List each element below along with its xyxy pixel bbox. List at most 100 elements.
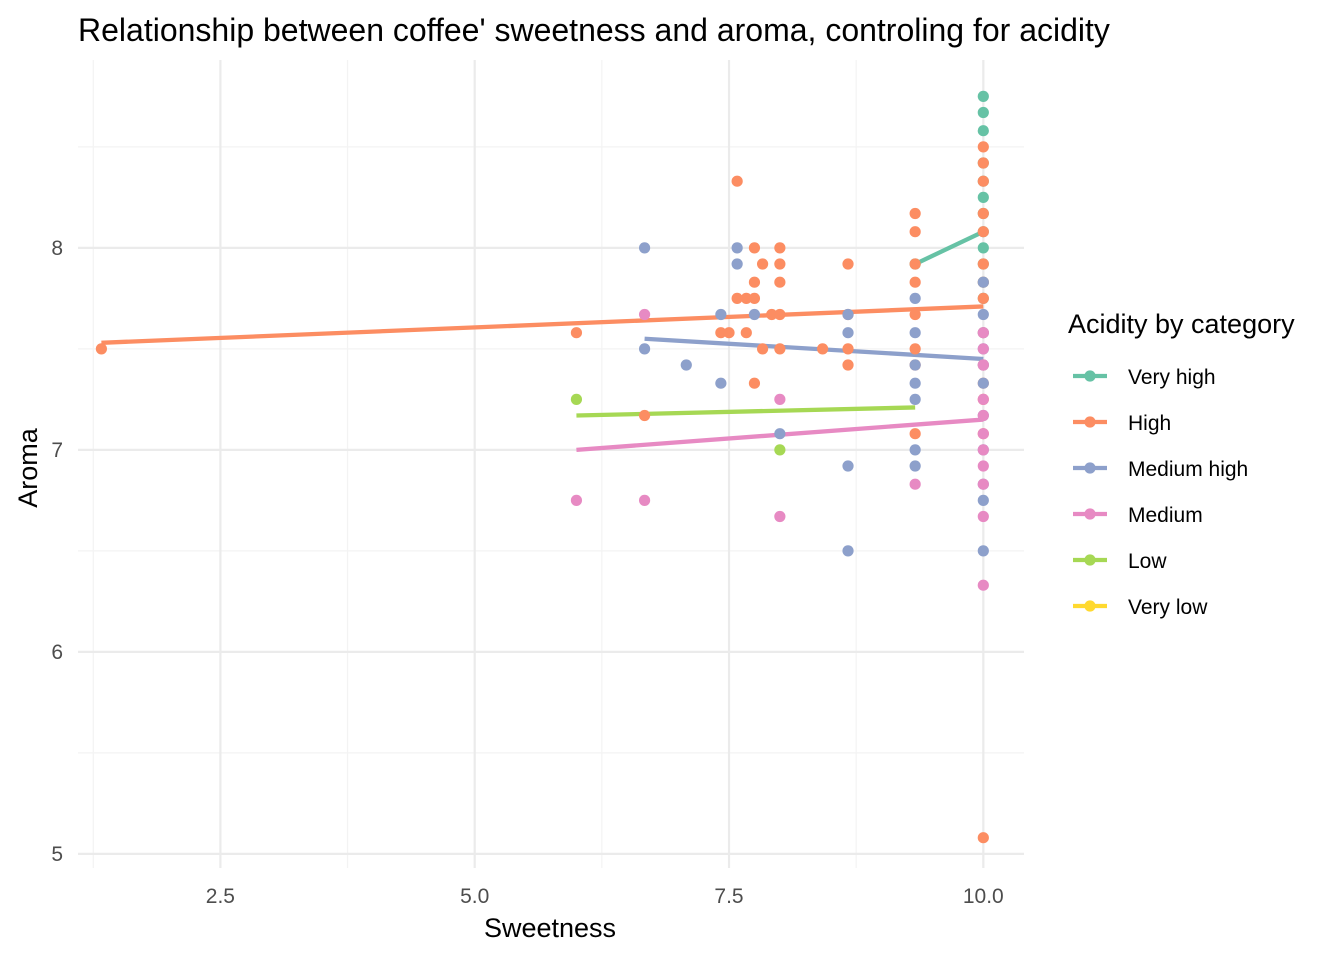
y-tick-label: 8 [51, 237, 63, 260]
legend-label: Medium [1128, 504, 1203, 527]
x-tick-label: 5.0 [460, 885, 489, 908]
point-very-high [977, 90, 989, 102]
point-high [842, 343, 854, 355]
point-high [774, 343, 786, 355]
y-tick-label: 6 [51, 641, 63, 664]
point-medium [570, 494, 583, 506]
point-medium [977, 510, 989, 523]
point-high [748, 377, 761, 389]
point-high [842, 359, 854, 371]
legend-item-medium: Medium [1073, 504, 1203, 527]
trend-line-high [101, 304, 984, 345]
point-very-high [977, 125, 989, 137]
point-low [774, 444, 786, 456]
point-medium-high [842, 460, 854, 472]
trend-line-medium-high [644, 336, 984, 362]
point-high [756, 343, 769, 355]
point-very-high [977, 242, 989, 254]
point-high [570, 327, 583, 339]
point-medium-high [909, 359, 921, 371]
point-high [977, 141, 989, 153]
point-high [909, 258, 921, 270]
point-medium-high [715, 308, 727, 321]
point-medium-high [909, 327, 921, 339]
point-high [748, 292, 761, 304]
point-high [977, 832, 989, 844]
point-low [570, 393, 583, 405]
legend-item-very-low: Very low [1073, 596, 1208, 619]
point-medium-high [909, 377, 921, 389]
point-high [774, 308, 786, 321]
point-high [977, 292, 989, 304]
point-medium [638, 494, 651, 506]
legend-point-key [1084, 370, 1096, 382]
point-high [909, 207, 921, 220]
legend-item-high: High [1073, 412, 1171, 435]
point-medium-high [774, 428, 786, 440]
point-high [977, 226, 989, 238]
point-medium [977, 579, 989, 591]
point-medium-high [909, 460, 921, 472]
legend: Acidity by category Very high High Medium … [1068, 309, 1295, 619]
point-medium-high [977, 276, 989, 288]
point-high [748, 242, 761, 254]
legend-item-low: Low [1073, 550, 1167, 573]
legend-item-medium-high: Medium high [1073, 458, 1248, 481]
point-medium [774, 393, 786, 405]
point-medium [977, 478, 989, 490]
legend-point-key [1084, 508, 1096, 520]
point-medium-high [909, 393, 921, 405]
point-medium [977, 444, 989, 456]
legend-label: High [1128, 412, 1171, 435]
x-tick-label: 7.5 [714, 885, 743, 908]
point-medium-high [842, 308, 854, 321]
chart-title: Relationship between coffee' sweetness a… [78, 12, 1110, 48]
point-high [723, 327, 735, 339]
point-medium-high [638, 343, 651, 355]
point-medium-high [842, 327, 854, 339]
point-high [774, 242, 786, 254]
legend-items: Very high High Medium high Medium Low Very lo… [1073, 366, 1248, 619]
x-axis-title: Sweetness [484, 913, 616, 943]
point-medium-high [909, 444, 921, 456]
point-high [909, 308, 921, 321]
point-high [842, 258, 854, 270]
point-high [756, 258, 769, 270]
point-high [731, 292, 743, 304]
legend-point-key [1084, 462, 1096, 474]
legend-point-key [1084, 416, 1096, 428]
minor-gridlines [78, 60, 1024, 868]
point-medium [774, 510, 786, 523]
point-high [774, 258, 786, 270]
point-medium-high [977, 308, 989, 321]
point-medium [638, 308, 651, 321]
point-medium-high [977, 377, 989, 389]
point-high [977, 175, 989, 187]
point-medium [977, 428, 989, 440]
legend-label: Very low [1128, 596, 1208, 619]
point-medium-high [680, 359, 692, 371]
trend-line-low [576, 405, 916, 418]
point-high [909, 276, 921, 288]
x-tick-label: 10.0 [963, 885, 1004, 908]
legend-label: Very high [1128, 366, 1216, 389]
point-medium [977, 359, 989, 371]
trend-line-very-high [914, 229, 985, 266]
legend-label: Low [1128, 550, 1167, 573]
point-high [977, 157, 989, 169]
point-medium [977, 460, 989, 472]
legend-point-key [1084, 554, 1096, 566]
point-medium-high [977, 545, 989, 557]
point-high [740, 292, 752, 304]
point-medium [977, 327, 989, 339]
point-medium-high [909, 292, 921, 304]
point-high [909, 226, 921, 238]
point-high [766, 308, 778, 321]
point-high [977, 258, 989, 270]
point-high [740, 327, 752, 339]
point-medium [977, 343, 989, 355]
legend-title: Acidity by category [1068, 309, 1295, 339]
point-medium-high [731, 258, 743, 270]
y-axis-title: Aroma [13, 427, 43, 508]
x-axis-tick-labels: 2.5 5.0 7.5 10.0 [206, 885, 1004, 908]
